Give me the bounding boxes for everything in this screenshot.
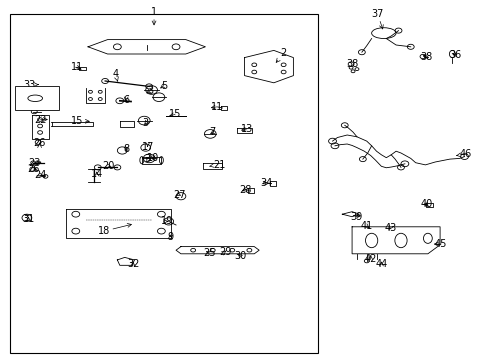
Text: 45: 45 [433,239,447,249]
Text: 20: 20 [102,161,115,171]
Text: 3: 3 [144,154,150,164]
Text: 29: 29 [218,247,231,257]
Text: 15: 15 [70,116,89,126]
Text: 39: 39 [349,212,362,222]
Text: 46: 46 [456,149,471,159]
Text: 1: 1 [151,7,157,25]
Text: 32: 32 [126,258,139,269]
Text: 26: 26 [33,138,46,148]
Text: 26: 26 [27,164,40,174]
Text: 8: 8 [123,144,129,154]
Text: 28: 28 [239,185,251,195]
Text: 35: 35 [24,95,37,105]
Text: 21: 21 [209,159,225,170]
Text: 30: 30 [234,251,246,261]
Text: 11: 11 [70,62,83,72]
Text: 15: 15 [168,109,181,120]
Text: 34: 34 [260,177,272,188]
Text: 43: 43 [383,222,396,233]
Text: 11: 11 [210,102,223,112]
Text: 17: 17 [141,141,154,152]
Text: 14: 14 [90,168,103,179]
Text: 37: 37 [370,9,383,29]
Text: 33: 33 [23,80,38,90]
Text: 38: 38 [419,51,432,62]
Text: 4: 4 [112,69,118,82]
Text: 36: 36 [448,50,461,60]
Bar [10,14,317,353]
Text: 41: 41 [360,221,372,231]
Text: 31: 31 [22,213,35,224]
Bar [15,86,59,110]
Text: 25: 25 [203,248,215,258]
Text: 40: 40 [419,199,432,210]
Text: 3: 3 [142,118,148,128]
Text: 6: 6 [123,95,129,105]
Text: 5: 5 [161,81,166,91]
Text: 2: 2 [276,48,286,62]
Text: 24: 24 [34,170,46,180]
Text: 38: 38 [345,59,358,69]
Text: 27: 27 [173,190,186,200]
Text: 22: 22 [34,114,47,125]
Text: 18: 18 [98,224,131,236]
Text: 42: 42 [364,254,376,264]
Text: 44: 44 [374,258,387,269]
Text: 3: 3 [147,86,153,96]
Text: 7: 7 [209,127,215,138]
Text: 10: 10 [146,153,159,163]
Text: 9: 9 [167,231,173,242]
Text: 23: 23 [28,158,41,168]
Text: 19: 19 [161,216,173,226]
Text: 13: 13 [240,124,253,134]
